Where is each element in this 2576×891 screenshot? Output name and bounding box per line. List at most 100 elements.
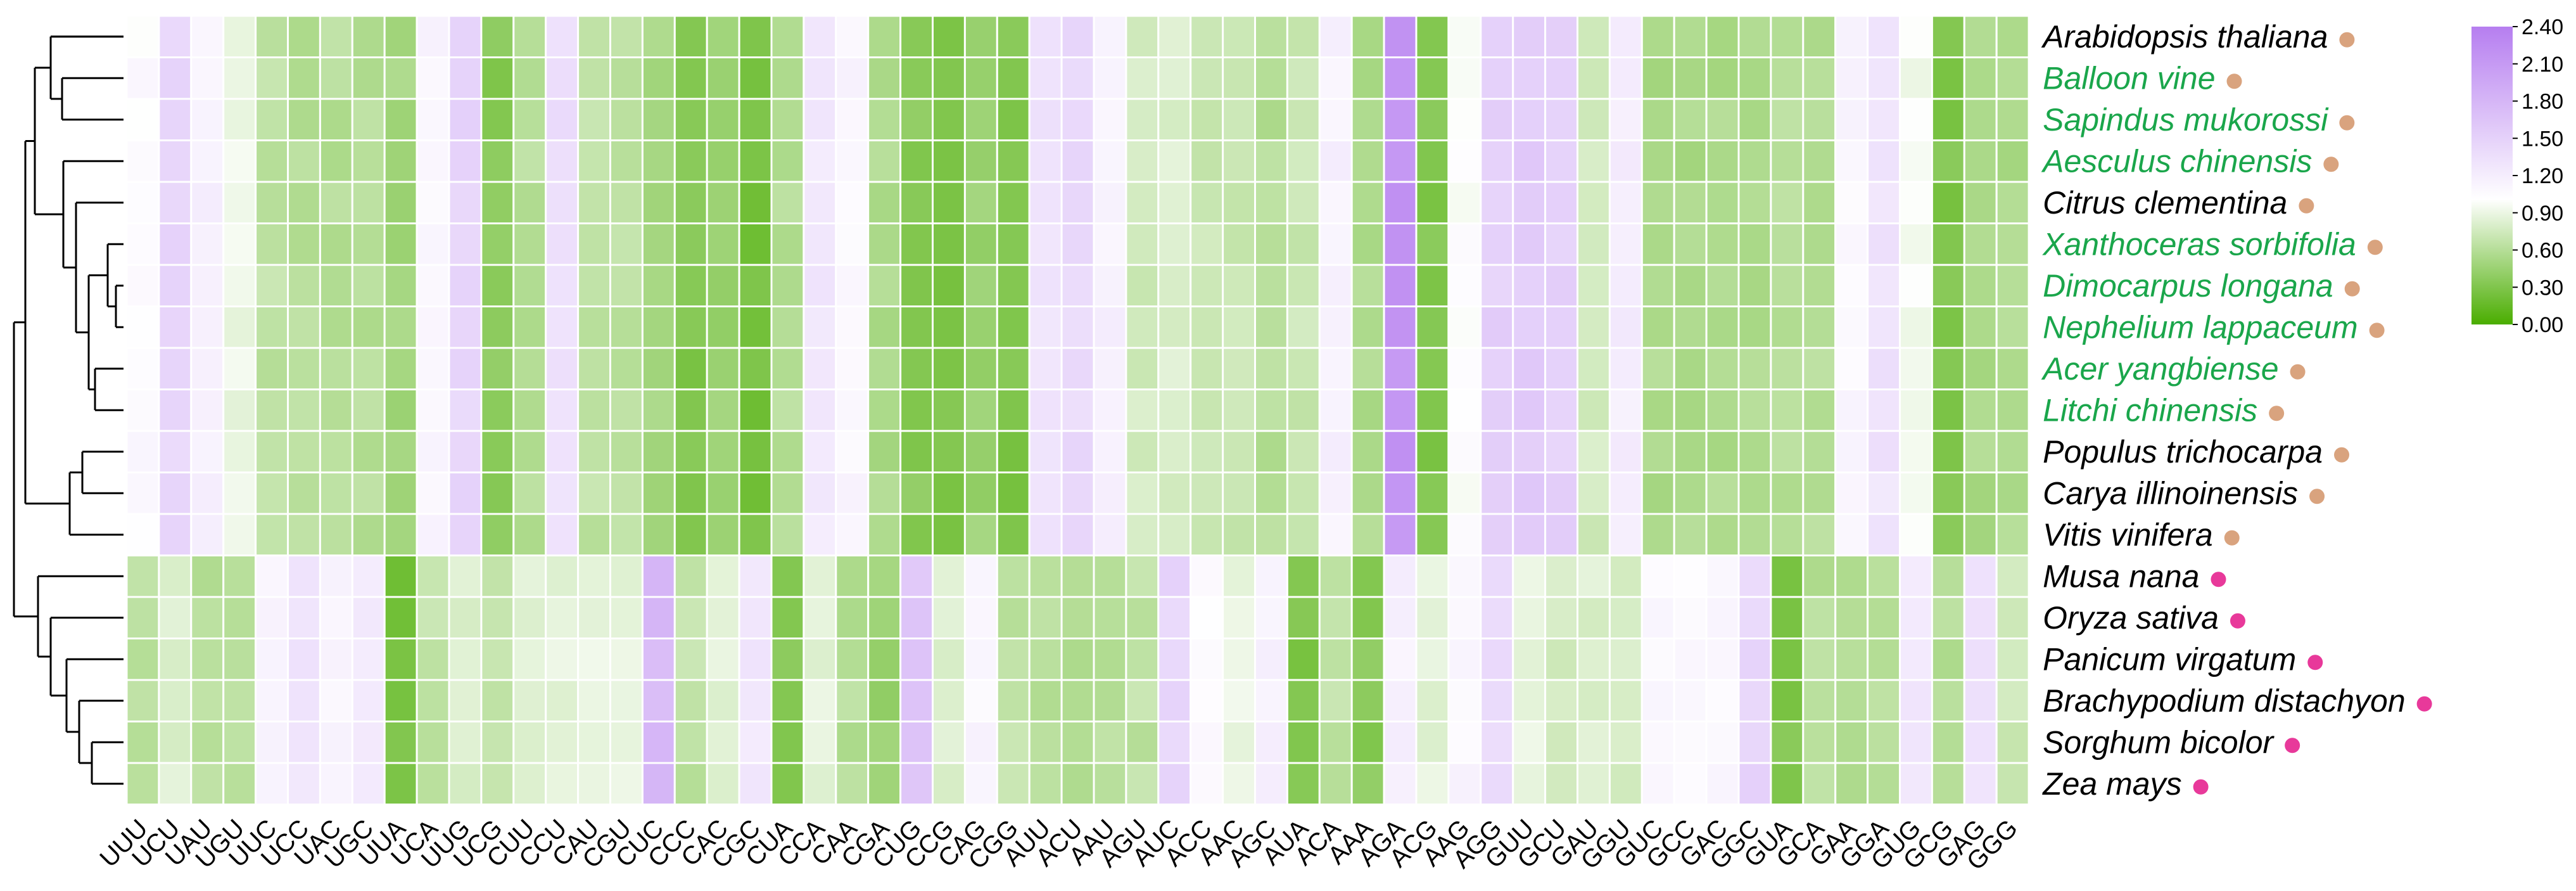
heatmap-cell <box>1254 15 1288 58</box>
heatmap-cell <box>1899 388 1933 432</box>
heatmap-cell <box>609 388 644 432</box>
heatmap-cell <box>770 305 805 349</box>
heatmap-cell <box>351 98 386 141</box>
heatmap-cell <box>1350 98 1385 141</box>
heatmap-cell <box>932 513 966 556</box>
dicot-dot-icon <box>2367 240 2383 255</box>
heatmap-cell <box>255 430 289 473</box>
heatmap-cell <box>1770 56 1805 100</box>
dicot-dot-icon <box>2299 198 2314 214</box>
heatmap-cell <box>1802 388 1837 432</box>
heatmap-cell <box>673 264 708 307</box>
heatmap-cell <box>1577 762 1611 805</box>
heatmap-cell <box>351 181 386 224</box>
heatmap-cell <box>1254 347 1288 390</box>
heatmap-cell <box>1737 15 1772 58</box>
species-label: Populus trichocarpa <box>2043 434 2323 470</box>
heatmap-cell <box>641 222 676 266</box>
heatmap-cell <box>383 554 418 598</box>
heatmap-cell <box>512 471 547 515</box>
heatmap-cell <box>416 762 450 805</box>
heatmap-cell <box>545 15 580 58</box>
heatmap-cell <box>609 139 644 183</box>
heatmap-cell <box>963 181 998 224</box>
heatmap-cell <box>1640 181 1675 224</box>
heatmap-cell <box>1608 347 1643 390</box>
heatmap-cell <box>1157 15 1192 58</box>
heatmap-cell <box>448 98 483 141</box>
heatmap-cell <box>319 679 353 722</box>
heatmap-cell <box>899 139 934 183</box>
heatmap-cell <box>609 721 644 764</box>
heatmap-cell <box>383 430 418 473</box>
heatmap-cell <box>1995 98 2030 141</box>
heatmap-cell <box>673 139 708 183</box>
heatmap-cell <box>803 305 837 349</box>
heatmap-cell <box>512 264 547 307</box>
heatmap-cell <box>738 471 773 515</box>
heatmap-cell <box>577 471 611 515</box>
heatmap-cell <box>673 513 708 556</box>
heatmap-cell <box>1125 554 1160 598</box>
heatmap-cell <box>1190 139 1224 183</box>
heatmap-cell <box>1963 596 1998 639</box>
heatmap-cell <box>545 264 580 307</box>
heatmap-cell <box>125 388 160 432</box>
heatmap-cell <box>963 430 998 473</box>
heatmap-cell <box>1028 305 1063 349</box>
heatmap-cell <box>158 181 193 224</box>
monocot-dot-icon <box>2416 696 2432 712</box>
heatmap-cell <box>1673 679 1708 722</box>
heatmap-cell <box>803 222 837 266</box>
heatmap-cell <box>1705 638 1740 681</box>
heatmap-cell <box>383 98 418 141</box>
heatmap-cell <box>867 56 902 100</box>
heatmap-cell <box>1383 139 1418 183</box>
heatmap-cell <box>545 596 580 639</box>
species-label: Xanthoceras sorbifolia <box>2042 226 2356 262</box>
color-legend-tick-label: 2.40 <box>2522 15 2563 39</box>
heatmap-cell <box>1608 264 1643 307</box>
heatmap-cell <box>996 430 1031 473</box>
heatmap-cell <box>835 721 870 764</box>
dicot-dot-icon <box>2344 281 2360 297</box>
heatmap-cell <box>1705 56 1740 100</box>
color-legend: 2.40 2.10 1.80 1.50 1.20 0.90 0.60 0.30 0.00 <box>2471 15 2563 337</box>
heatmap-cell <box>1318 679 1353 722</box>
heatmap-cell <box>351 679 386 722</box>
heatmap-cell <box>125 430 160 473</box>
heatmap-cell <box>448 430 483 473</box>
heatmap-cell <box>512 181 547 224</box>
heatmap-cell <box>1190 513 1224 556</box>
heatmap-cell <box>1415 139 1450 183</box>
heatmap-cell <box>190 721 225 764</box>
heatmap-cell <box>1447 139 1482 183</box>
heatmap-cell <box>448 679 483 722</box>
heatmap-cell <box>899 305 934 349</box>
heatmap-cell <box>1770 264 1805 307</box>
heatmap-cell <box>448 139 483 183</box>
heatmap-cell <box>932 305 966 349</box>
heatmap-cell <box>416 596 450 639</box>
species-label: Citrus clementina <box>2043 185 2287 221</box>
heatmap-cell <box>190 388 225 432</box>
heatmap-cell <box>1125 638 1160 681</box>
heatmap-cell <box>738 222 773 266</box>
heatmap-cell <box>512 596 547 639</box>
heatmap-cell <box>448 596 483 639</box>
heatmap-cell <box>222 471 257 515</box>
heatmap-cell <box>190 638 225 681</box>
heatmap-cell <box>1028 139 1063 183</box>
heatmap-cell <box>1931 638 1965 681</box>
heatmap-cell <box>255 513 289 556</box>
heatmap-cell <box>673 222 708 266</box>
heatmap-cell <box>1222 679 1256 722</box>
heatmap-cell <box>1834 139 1869 183</box>
heatmap-cell <box>609 513 644 556</box>
heatmap-cell <box>609 305 644 349</box>
heatmap-cell <box>351 721 386 764</box>
heatmap-cell <box>1415 471 1450 515</box>
heatmap-cell <box>1673 347 1708 390</box>
heatmap-cell <box>1125 388 1160 432</box>
heatmap-cell <box>1963 762 1998 805</box>
